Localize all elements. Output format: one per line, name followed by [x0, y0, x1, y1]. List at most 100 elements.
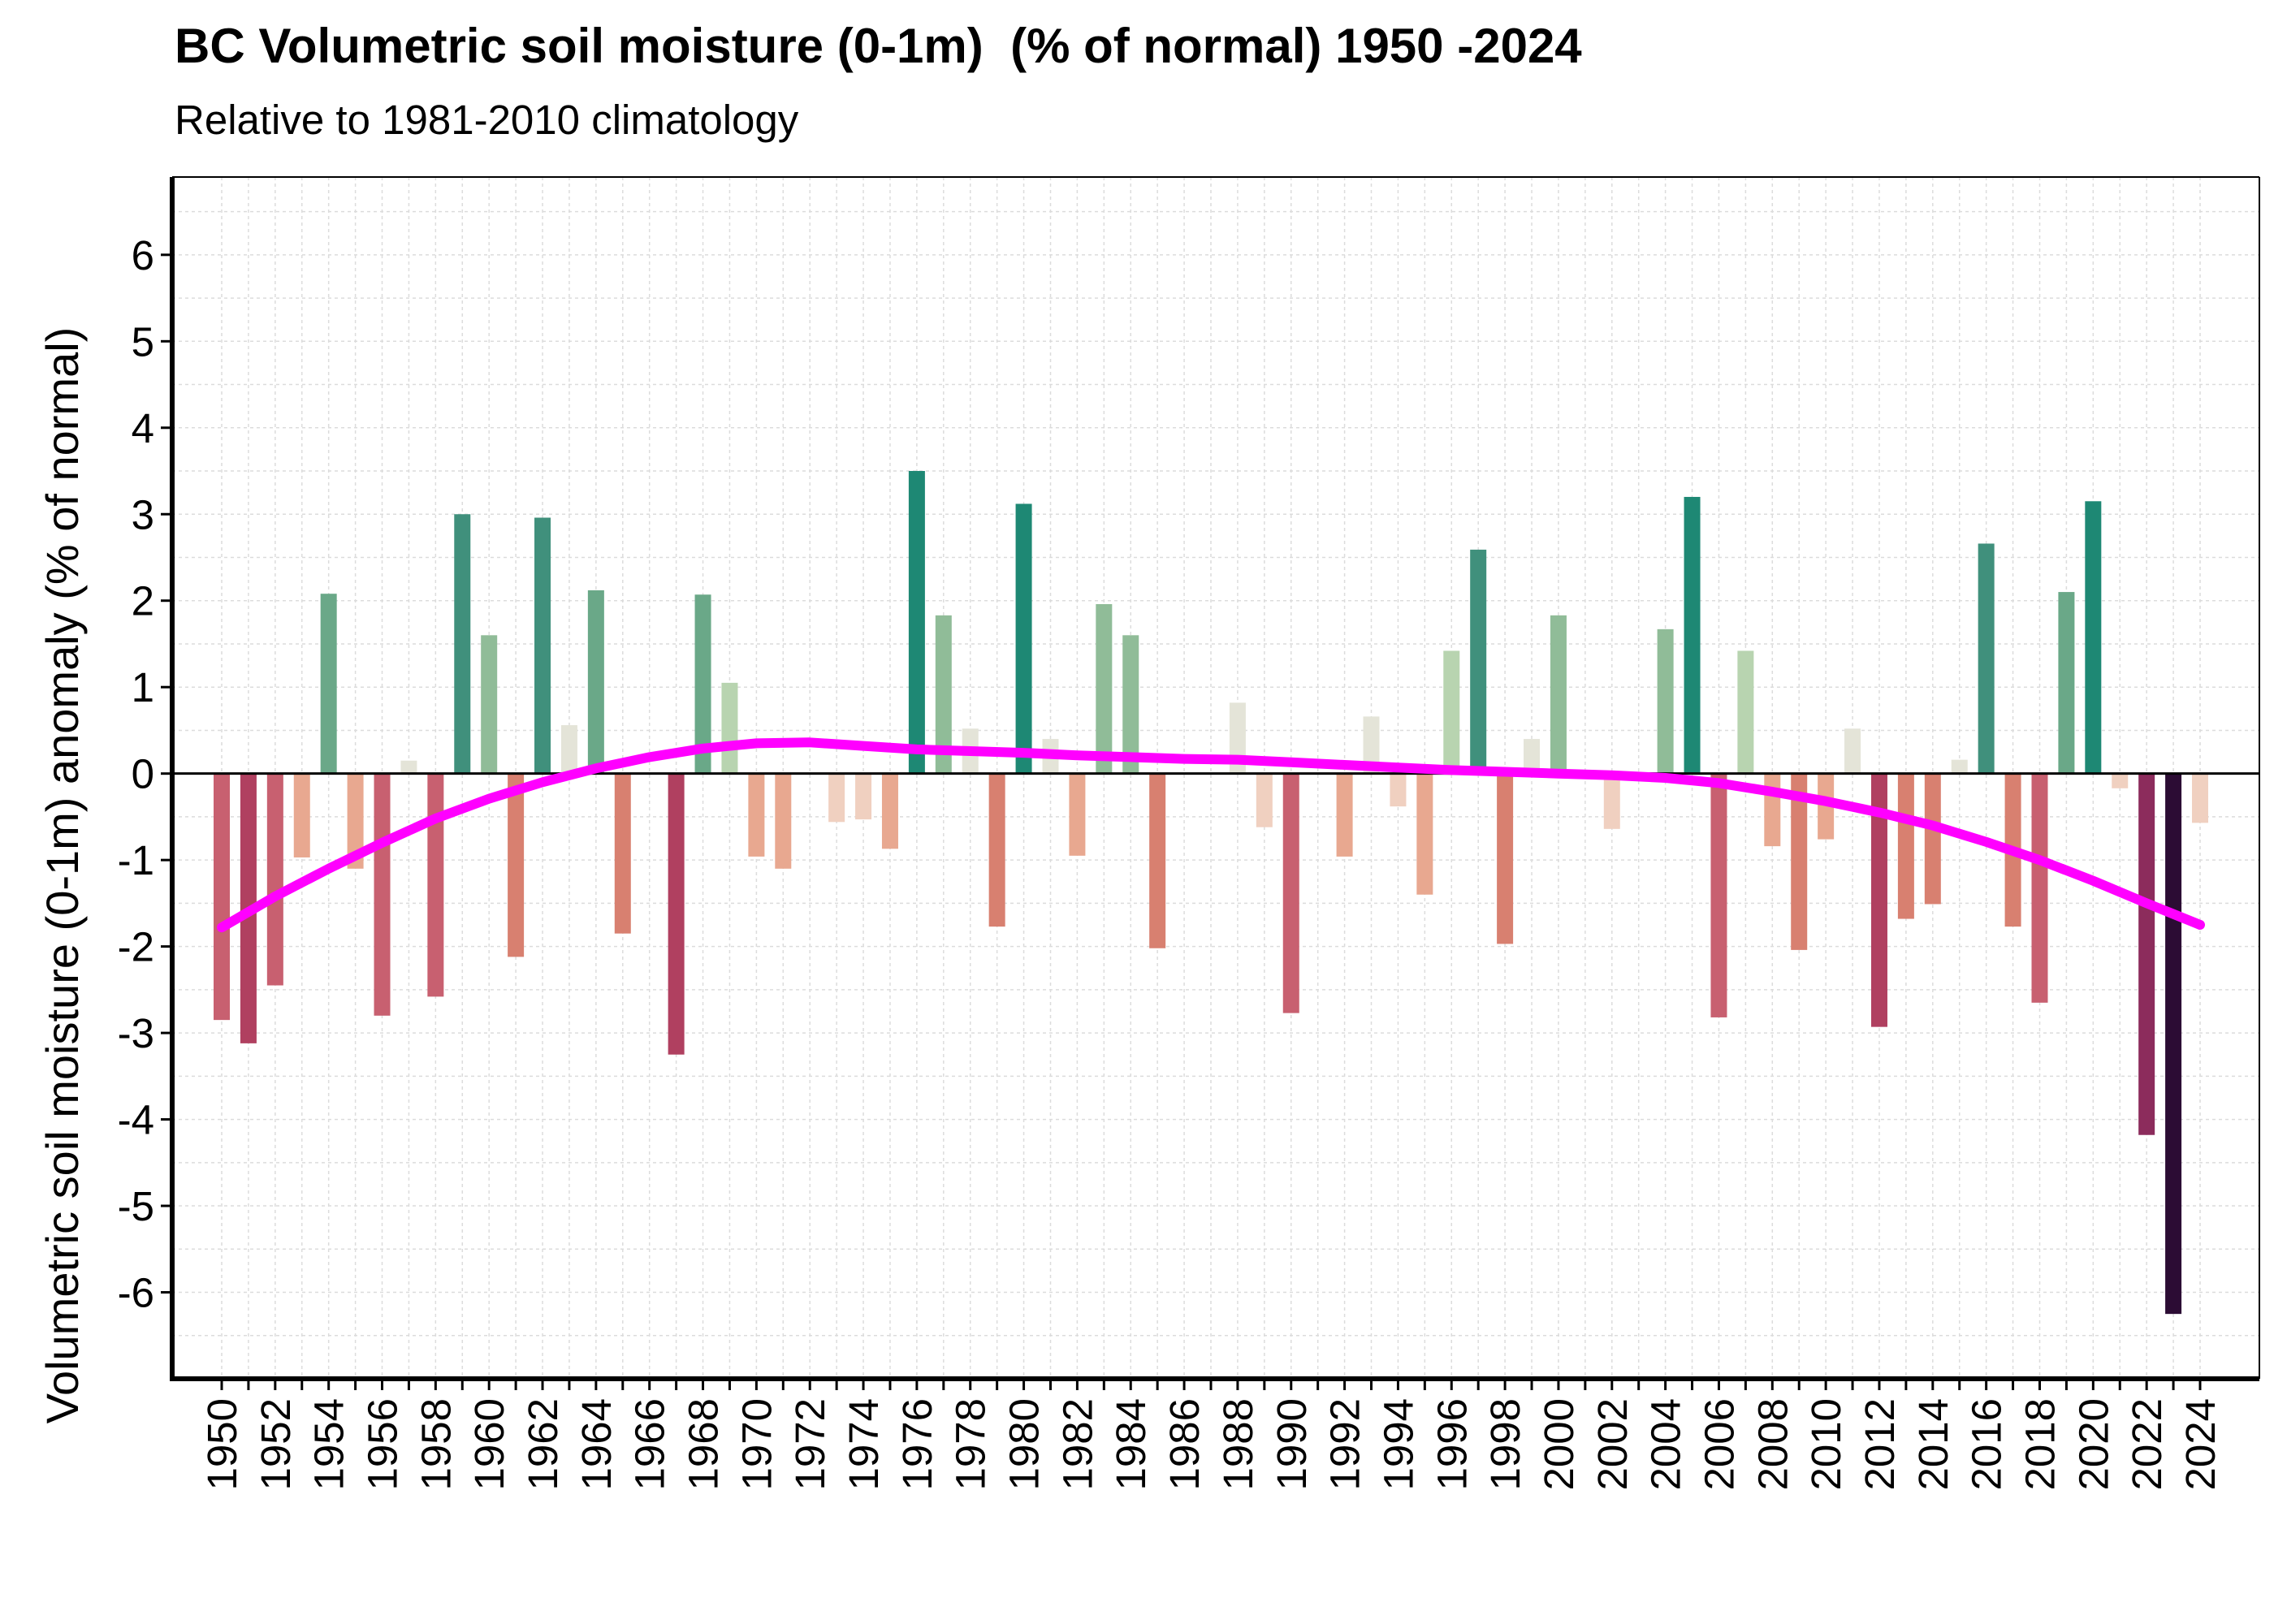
bar-1964	[587, 590, 604, 774]
x-tick-label: 1962	[520, 1398, 566, 1490]
x-tick-label: 1974	[841, 1398, 887, 1490]
x-tick-label: 1980	[1001, 1398, 1048, 1490]
bar-1999	[1524, 739, 1541, 774]
x-tick-label: 1950	[199, 1398, 245, 1490]
bar-2019	[2058, 592, 2075, 774]
x-tick-label: 2000	[1536, 1398, 1582, 1490]
y-axis-label: Volumetric soil moisture (0-1m) anomaly …	[37, 327, 88, 1424]
x-tick-label: 1992	[1322, 1398, 1368, 1490]
bar-1995	[1416, 773, 1433, 895]
x-tick-label: 2020	[2070, 1398, 2116, 1490]
x-tick-label: 1972	[787, 1398, 833, 1490]
x-tick-label: 1954	[306, 1398, 352, 1490]
bar-1977	[935, 615, 952, 774]
x-tick-label: 1956	[360, 1398, 406, 1490]
bar-1955	[347, 773, 364, 869]
y-tick-label: -6	[118, 1270, 154, 1316]
bar-1985	[1149, 773, 1166, 948]
y-ticks: -6 -5 -4 -3 -2 -1 0 1 2 3 4 5 6	[118, 232, 172, 1316]
bar-1969	[721, 682, 738, 774]
bar-2016	[1978, 543, 1995, 774]
x-tick-label: 1976	[894, 1398, 940, 1490]
bar-2024	[2192, 773, 2208, 823]
bar-2009	[1791, 773, 1808, 950]
axes	[170, 176, 2260, 1381]
trend-line	[217, 737, 2205, 933]
x-tick-label: 1968	[681, 1398, 727, 1490]
x-tick-label: 2016	[1964, 1398, 2010, 1490]
bar-1968	[694, 594, 711, 774]
bar-1956	[374, 773, 391, 1016]
bar-2004	[1657, 628, 1674, 774]
bar-1990	[1282, 773, 1299, 1013]
x-tick-label: 2018	[2017, 1398, 2063, 1490]
bar-1998	[1497, 773, 1514, 944]
x-tick-label: 1958	[413, 1398, 459, 1490]
x-tick-label: 1982	[1054, 1398, 1100, 1490]
bar-1963	[560, 725, 577, 774]
grid	[172, 177, 2259, 1380]
bar-2005	[1684, 496, 1701, 774]
x-tick-label: 2006	[1696, 1398, 1742, 1490]
trend	[217, 737, 2205, 933]
bar-1961	[508, 773, 525, 957]
bar-2022	[2138, 773, 2155, 1135]
bar-1952	[266, 773, 283, 986]
bar-1957	[400, 760, 417, 774]
bar-1960	[481, 635, 498, 774]
x-tick-label: 2008	[1749, 1398, 1796, 1490]
chart-subtitle: Relative to 1981-2010 climatology	[175, 97, 799, 143]
bar-2007	[1737, 650, 1754, 774]
y-tick-label: 3	[132, 491, 154, 538]
bar-1983	[1096, 603, 1113, 774]
y-tick-label: -3	[118, 1010, 154, 1056]
bar-2010	[1818, 773, 1835, 840]
x-ticks: 1950 1952 1954 1956 1958 1960 1962 1964 1966 1968…	[199, 1379, 2224, 1490]
chart-title: BC Volumetric soil moisture (0-1m) (% of…	[175, 19, 1582, 73]
bar-1979	[988, 773, 1005, 927]
x-tick-label: 1960	[466, 1398, 512, 1490]
bar-1962	[534, 517, 551, 774]
y-tick-label: -5	[118, 1183, 154, 1229]
x-tick-label: 2012	[1857, 1398, 1903, 1490]
bar-1992	[1336, 773, 1353, 857]
y-tick-label: 6	[132, 232, 154, 279]
x-tick-label: 1970	[733, 1398, 780, 1490]
bar-2014	[1924, 773, 1941, 905]
x-tick-label: 1952	[253, 1398, 299, 1490]
bar-1965	[614, 773, 631, 934]
bar-2021	[2112, 773, 2129, 788]
bar-2023	[2165, 773, 2182, 1315]
bar-1970	[748, 773, 765, 857]
bar-1967	[668, 773, 685, 1055]
y-tick-label: -1	[118, 837, 154, 883]
bar-1959	[454, 514, 471, 774]
bar-2018	[2031, 773, 2048, 1003]
bar-1975	[881, 773, 898, 849]
x-tick-label: 1984	[1108, 1398, 1154, 1490]
x-tick-label: 2004	[1643, 1398, 1689, 1490]
bar-1954	[320, 594, 337, 774]
x-tick-label: 2024	[2177, 1398, 2224, 1490]
x-tick-label: 2002	[1589, 1398, 1636, 1490]
x-tick-label: 1996	[1429, 1398, 1475, 1490]
bar-2000	[1550, 615, 1567, 774]
y-tick-label: -2	[118, 924, 154, 970]
bar-2012	[1870, 773, 1887, 1027]
bar-1989	[1256, 773, 1273, 827]
bar-2015	[1951, 759, 1968, 774]
x-tick-label: 1964	[573, 1398, 620, 1490]
bar-2006	[1710, 773, 1727, 1017]
y-tick-label: 0	[132, 751, 154, 797]
bar-1994	[1390, 773, 1407, 807]
bar-1958	[427, 773, 444, 997]
bar-2020	[2085, 501, 2102, 774]
x-tick-label: 2010	[1803, 1398, 1849, 1490]
y-tick-label: 1	[132, 664, 154, 710]
bar-2011	[1844, 728, 1861, 774]
x-tick-label: 1994	[1375, 1398, 1421, 1490]
y-tick-label: -4	[118, 1097, 154, 1143]
x-tick-label: 2014	[1910, 1398, 1956, 1490]
